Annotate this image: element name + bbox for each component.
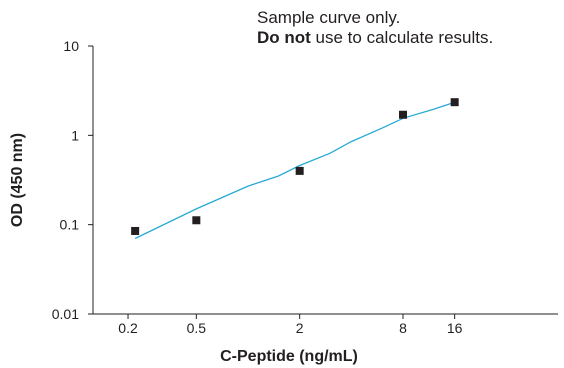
- note-bold-text: Do not: [257, 28, 311, 47]
- sample-curve-note: Sample curve only. Do not use to calcula…: [257, 8, 493, 48]
- y-axis-title: OD (450 nm): [9, 133, 26, 227]
- data-point: [295, 166, 304, 175]
- y-tick-label: 0.1: [60, 217, 80, 233]
- data-point: [399, 110, 407, 119]
- fit-line: [134, 101, 455, 240]
- y-tick-label: 10: [63, 38, 79, 54]
- ticks: 0.01 0.1 1 10 0.2 0.5 2 8 16: [52, 38, 463, 336]
- fit-line-group: [134, 101, 455, 240]
- data-point: [192, 216, 201, 225]
- x-tick-label: 16: [447, 320, 463, 336]
- y-tick-label: 0.01: [52, 306, 79, 322]
- x-tick-label: 2: [296, 320, 304, 336]
- note-line-2: Do not use to calculate results.: [257, 28, 493, 48]
- x-tick-label: 0.5: [187, 320, 207, 336]
- x-tick-label: 0.2: [118, 320, 138, 336]
- y-tick-label: 1: [71, 127, 79, 143]
- axes: [92, 46, 558, 315]
- data-point: [450, 98, 459, 107]
- data-point: [131, 226, 140, 235]
- note-rest-text: use to calculate results.: [310, 28, 494, 47]
- note-line-1: Sample curve only.: [257, 8, 401, 27]
- data-points: [131, 98, 459, 235]
- x-tick-label: 8: [399, 320, 407, 336]
- x-axis-title: C-Peptide (ng/mL): [220, 348, 358, 365]
